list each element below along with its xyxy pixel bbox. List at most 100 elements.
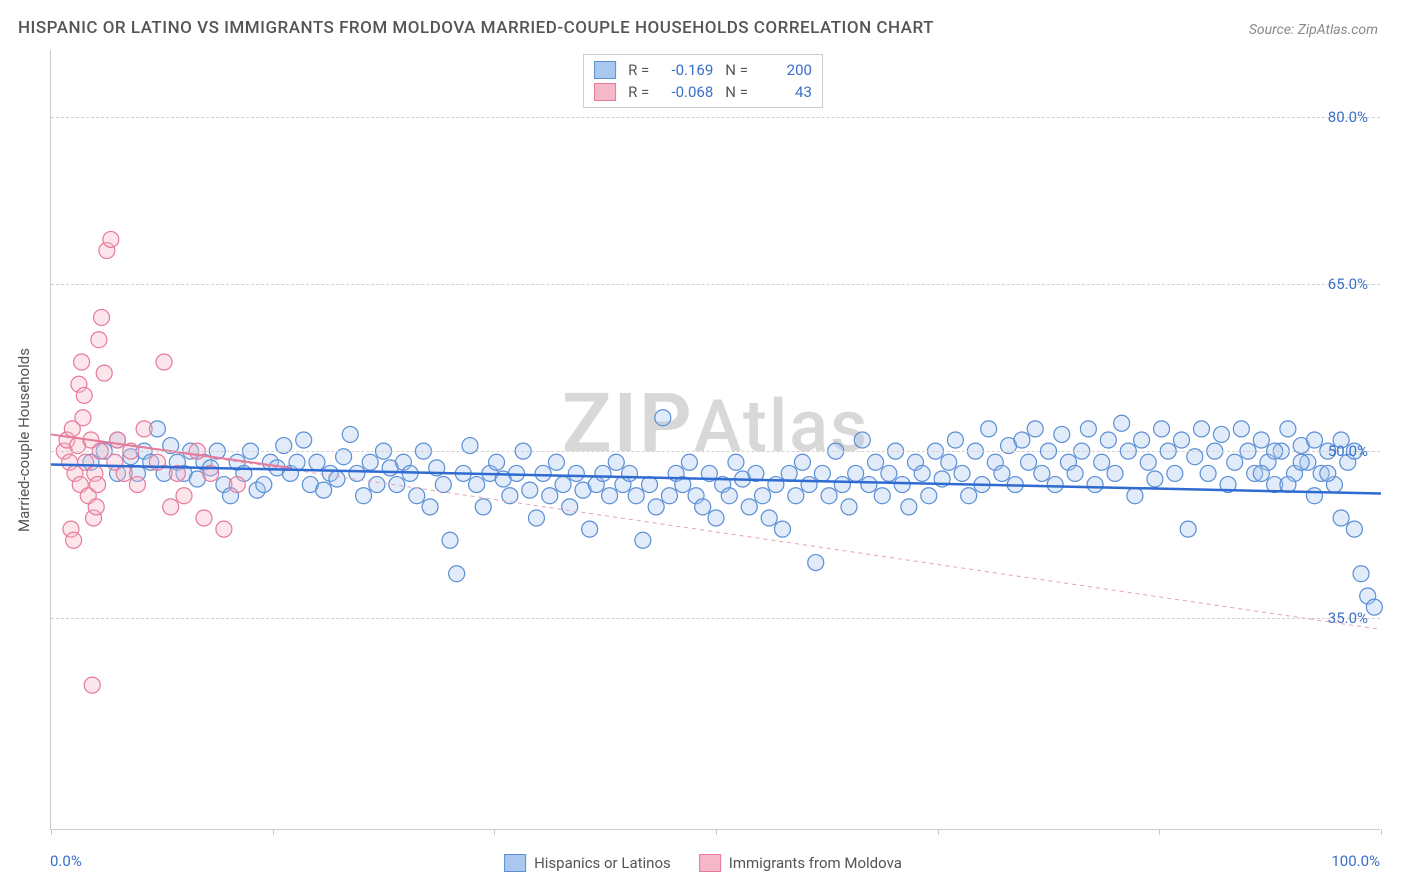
data-point [1094, 454, 1110, 470]
data-point [721, 488, 737, 504]
data-point [681, 454, 697, 470]
legend-series: Hispanics or Latinos Immigrants from Mol… [504, 854, 902, 872]
data-point [1107, 465, 1123, 481]
data-point [894, 477, 910, 493]
data-point [755, 488, 771, 504]
gridline [51, 117, 1380, 118]
data-point [801, 477, 817, 493]
legend-label-1: Immigrants from Moldova [729, 854, 902, 872]
x-tick [494, 829, 495, 835]
swatch-series-1 [594, 83, 616, 101]
data-point [1293, 454, 1309, 470]
x-tick [716, 829, 717, 835]
data-point [1333, 510, 1349, 526]
data-point [622, 465, 638, 481]
data-point [1366, 599, 1382, 615]
data-point [409, 488, 425, 504]
data-point [661, 488, 677, 504]
data-point [1346, 521, 1362, 537]
data-point [954, 465, 970, 481]
data-point [655, 410, 671, 426]
data-point [1353, 566, 1369, 582]
x-tick [51, 829, 52, 835]
data-point [695, 499, 711, 515]
data-point [947, 432, 963, 448]
data-point [110, 432, 126, 448]
data-point [794, 454, 810, 470]
chart-svg [51, 50, 1380, 829]
r-value-1: -0.068 [657, 83, 713, 101]
data-point [848, 465, 864, 481]
data-point [788, 488, 804, 504]
x-tick-label-max: 100.0% [1331, 852, 1380, 870]
data-point [66, 532, 82, 548]
data-point [156, 354, 172, 370]
data-point [103, 231, 119, 247]
data-point [635, 532, 651, 548]
gridline [51, 284, 1380, 285]
data-point [129, 477, 145, 493]
data-point [628, 488, 644, 504]
data-point [1180, 521, 1196, 537]
data-point [1193, 421, 1209, 437]
data-point [1134, 432, 1150, 448]
data-point [88, 499, 104, 515]
data-point [708, 510, 724, 526]
y-tick-label: 50.0% [1328, 442, 1368, 460]
data-point [602, 488, 618, 504]
data-point [761, 510, 777, 526]
data-point [176, 488, 192, 504]
data-point [489, 454, 505, 470]
data-point [309, 454, 325, 470]
data-point [90, 477, 106, 493]
data-point [1307, 488, 1323, 504]
data-point [1067, 465, 1083, 481]
n-value-0: 200 [756, 61, 812, 79]
x-tick [1159, 829, 1160, 835]
data-point [741, 499, 757, 515]
data-point [535, 465, 551, 481]
data-point [91, 332, 107, 348]
y-axis-title: Married-couple Households [15, 348, 33, 532]
data-point [116, 465, 132, 481]
data-point [349, 465, 365, 481]
data-point [642, 477, 658, 493]
gridline [51, 618, 1380, 619]
chart-title: HISPANIC OR LATINO VS IMMIGRANTS FROM MO… [18, 18, 934, 38]
data-point [1154, 421, 1170, 437]
gridline [51, 451, 1380, 452]
data-point [648, 499, 664, 515]
legend-stats-row-0: R = -0.169 N = 200 [594, 59, 812, 81]
data-point [449, 566, 465, 582]
data-point [808, 555, 824, 571]
data-point [76, 387, 92, 403]
data-point [1027, 421, 1043, 437]
data-point [84, 677, 100, 693]
data-point [289, 454, 305, 470]
data-point [775, 521, 791, 537]
legend-stats-row-1: R = -0.068 N = 43 [594, 81, 812, 103]
legend-label-0: Hispanics or Latinos [534, 854, 671, 872]
swatch-bottom-1 [699, 854, 721, 872]
data-point [1021, 454, 1037, 470]
y-tick-label: 35.0% [1328, 609, 1368, 627]
data-point [821, 488, 837, 504]
data-point [256, 477, 272, 493]
x-tick-label-min: 0.0% [50, 852, 82, 870]
data-point [861, 477, 877, 493]
data-point [1147, 471, 1163, 487]
data-point [582, 521, 598, 537]
data-point [1140, 454, 1156, 470]
data-point [562, 499, 578, 515]
data-point [442, 532, 458, 548]
data-point [369, 477, 385, 493]
data-point [1200, 465, 1216, 481]
data-point [841, 499, 857, 515]
data-point [229, 477, 245, 493]
data-point [1087, 477, 1103, 493]
data-point [1047, 477, 1063, 493]
data-point [548, 454, 564, 470]
x-tick [273, 829, 274, 835]
data-point [781, 465, 797, 481]
data-point [961, 488, 977, 504]
